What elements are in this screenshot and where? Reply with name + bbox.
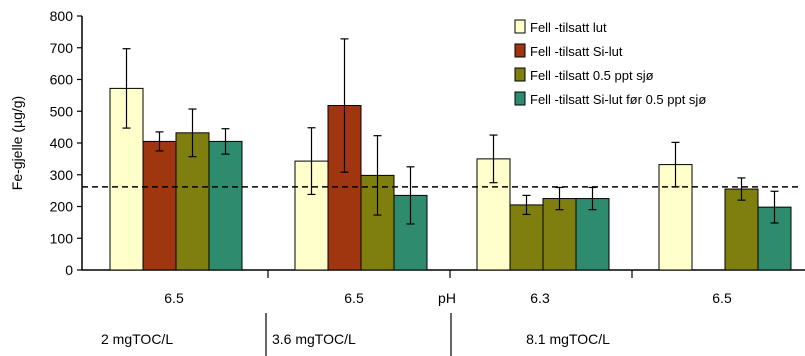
group-label: 2 mgTOC/L — [101, 331, 173, 347]
error-bar — [770, 190, 779, 224]
legend-swatch — [514, 19, 526, 34]
category-label: 6.5 — [712, 290, 732, 306]
category-label: 6.5 — [164, 290, 184, 306]
legend: Fell -tilsatt lut Fell -tilsatt Si-lut Fel… — [514, 19, 706, 107]
error-bar — [307, 127, 316, 196]
error-bar — [373, 135, 382, 216]
group-label: 3.6 mgTOC/L — [272, 331, 356, 347]
ph-label: pH — [438, 290, 456, 306]
y-tick-label: 300 — [50, 167, 74, 183]
legend-swatch — [514, 67, 526, 82]
error-bars — [122, 38, 779, 225]
legend-label: Fell -tilsatt 0.5 ppt sjø — [530, 68, 654, 83]
y-tick-label: 800 — [50, 8, 74, 24]
legend-label: Fell -tilsatt lut — [530, 20, 607, 35]
error-bar — [737, 177, 746, 201]
group-label: 8.1 mgTOC/L — [526, 331, 610, 347]
bars — [109, 87, 792, 271]
y-tick-label: 600 — [50, 72, 74, 88]
y-tick-label: 500 — [50, 103, 74, 119]
category-label: 6.3 — [530, 290, 550, 306]
legend-swatch — [514, 91, 526, 106]
bar-s3-c0 — [208, 140, 243, 271]
error-bar — [221, 128, 230, 155]
y-tick-label: 0 — [65, 262, 73, 278]
bar-extra — [542, 198, 577, 271]
error-bar — [522, 194, 531, 216]
error-bar — [188, 108, 197, 158]
error-bar — [122, 48, 131, 129]
y-tick-label: 400 — [50, 135, 74, 151]
y-axis-label: Fe-gjelle (µg/g) — [9, 96, 25, 190]
y-tick-label: 700 — [50, 40, 74, 56]
legend-label: Fell -tilsatt Si-lut før 0.5 ppt sjø — [530, 92, 706, 107]
bar-s2-c3 — [724, 188, 759, 271]
error-bar — [155, 131, 164, 152]
category-labels: 6.5 6.5 6.3 6.5 pH 2 mgTOC/L 3.6 mgTOC/L 8.1 mg… — [101, 290, 732, 356]
bar-s2-c2 — [509, 204, 544, 271]
error-bar — [489, 134, 498, 184]
bar-s3-c2 — [575, 198, 610, 271]
bar-s1-c0 — [142, 140, 177, 271]
error-bar — [406, 166, 415, 225]
y-tick-label: 200 — [50, 199, 74, 215]
category-label: 6.5 — [344, 290, 364, 306]
error-bar — [340, 38, 349, 173]
y-tick-label: 100 — [50, 230, 74, 246]
legend-swatch — [514, 43, 526, 58]
legend-label: Fell -tilsatt Si-lut — [530, 44, 623, 59]
